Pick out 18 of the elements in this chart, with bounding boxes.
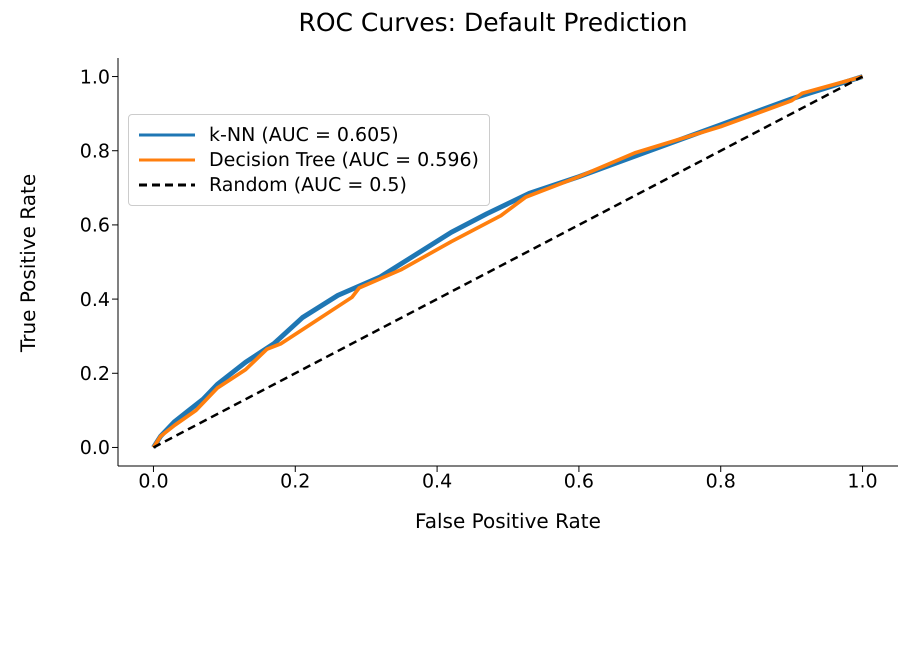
- legend-label: Decision Tree (AUC = 0.596): [209, 149, 479, 171]
- y-tick-label: 0.6: [80, 214, 110, 237]
- x-tick-label: 0.8: [706, 470, 736, 492]
- x-tick-label: 0.0: [138, 470, 169, 492]
- legend-label: Random (AUC = 0.5): [209, 174, 407, 196]
- x-tick-label: 0.6: [564, 470, 594, 492]
- legend-label: k-NN (AUC = 0.605): [209, 124, 399, 146]
- x-tick-label: 0.2: [280, 470, 310, 492]
- y-tick-label: 0.0: [80, 437, 110, 460]
- x-tick-label: 0.4: [422, 470, 452, 492]
- y-tick-label: 0.4: [80, 288, 110, 311]
- chart-title: ROC Curves: Default Prediction: [297, 8, 689, 39]
- y-tick-label: 1.0: [80, 66, 110, 88]
- x-tick-label: 1.0: [847, 470, 878, 492]
- x-axis-title: False Positive Rate: [415, 509, 601, 533]
- y-tick-label: 0.2: [80, 363, 110, 386]
- y-axis-title: True Positive Rate: [16, 174, 40, 353]
- y-tick-label: 0.8: [80, 140, 110, 162]
